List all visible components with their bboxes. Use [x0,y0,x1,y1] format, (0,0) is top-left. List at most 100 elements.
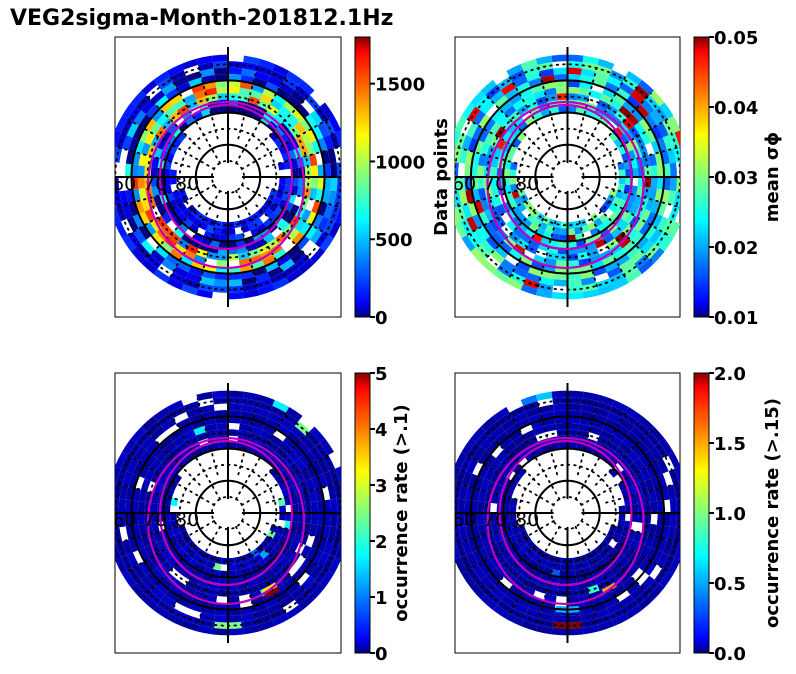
heatmap-bin [151,156,160,168]
heatmap-bin [464,499,472,513]
heatmap-bin [567,291,584,300]
heatmap-bin [188,77,203,88]
heatmap-bin [622,576,636,590]
heatmap-bin [311,461,324,477]
heatmap-bin [174,532,184,542]
heatmap-bin [241,68,257,78]
heatmap-bin [645,547,657,562]
heatmap-bin [519,591,533,603]
heatmap-bin [648,187,657,201]
heatmap-bin [483,558,496,572]
heatmap-bin [619,594,635,608]
heatmap-bin [213,67,228,75]
heatmap-bin [330,177,338,192]
heatmap-bin [180,569,193,580]
heatmap-bin [480,478,491,492]
heatmap-bin [150,177,158,188]
heatmap-bin [196,624,213,635]
heatmap-bin [267,530,276,539]
heatmap-bin [612,196,622,206]
heatmap-bin [455,543,461,560]
heatmap-bin [528,413,543,424]
heatmap-bin [656,164,665,177]
plot-area: 60 70 80 [115,383,341,643]
heatmap-bin [599,93,613,105]
heatmap-bin [455,451,468,469]
heatmap-bin [640,545,651,559]
heatmap-bin [161,258,177,272]
heatmap-bin [545,224,555,233]
heatmap-bin [508,144,518,155]
heatmap-bin [645,211,657,226]
heatmap-bin [228,73,242,82]
heatmap-bin [532,254,546,265]
heatmap-bin [279,505,286,513]
heatmap-bin [241,276,257,286]
heatmap-bin [490,90,505,105]
mlt-grid-ray [240,520,332,573]
heatmap-bin [638,415,655,432]
heatmap-bin [311,125,324,141]
heatmap-bin [520,620,538,632]
heatmap-bin [278,480,288,491]
heatmap-bin [651,461,663,477]
heatmap-bin [115,482,117,488]
heatmap-bin [597,620,615,632]
heatmap-bin [676,513,680,528]
heatmap-bin [611,613,629,627]
colorbar: 0 500 1000 1500 Data points [354,36,452,329]
heatmap-bin [193,254,207,265]
heatmap-bin [243,288,260,299]
heatmap-bin [127,442,142,459]
heatmap-bin [215,416,228,424]
heatmap-bin [141,415,158,432]
heatmap-bin [181,284,198,296]
heatmap-bin [173,266,189,279]
heatmap-bin [640,575,655,591]
heatmap-bin [525,99,538,111]
heatmap-bin [144,454,157,468]
heatmap-bin [512,602,529,615]
heatmap-bin [251,83,265,94]
heatmap-bin [228,240,238,248]
heatmap-bin [511,190,520,200]
heatmap-bin [252,111,264,122]
mlt-grid-ray [536,550,559,628]
heatmap-bin [252,568,264,579]
heatmap-bin [122,102,137,120]
mlt-grid-ray [464,520,555,573]
heatmap-bin [638,258,655,275]
mlt-grid-ray [576,550,599,628]
heatmap-bin [267,75,283,88]
heatmap-bin [508,248,523,261]
heatmap-bin [490,156,500,168]
heatmap-bin [619,258,635,272]
heatmap-bin [532,232,543,243]
latitude-label: 80 [515,509,539,531]
heatmap-bin [567,253,579,261]
heatmap-bin [512,434,526,447]
heatmap-bin [285,513,293,522]
heatmap-bin [228,397,244,405]
heatmap-bin [628,540,639,552]
heatmap-bin [255,574,267,585]
heatmap-bin [138,114,152,129]
heatmap-bin [264,417,280,430]
heatmap-bin [150,90,166,105]
heatmap-bin [317,500,325,513]
heatmap-bin [241,224,251,233]
heatmap-bin [639,222,652,236]
heatmap-bin [241,560,251,569]
heatmap-bin [299,558,312,572]
heatmap-bin [138,523,148,537]
heatmap-bin [115,221,128,239]
heatmap-bin [478,187,487,201]
heatmap-bin [503,441,517,454]
heatmap-bin [214,73,228,82]
heatmap-bin [553,67,568,75]
heatmap-bin [238,93,250,103]
colorbar-tick-label: 2.0 [714,364,746,385]
heatmap-bin [138,211,150,226]
heatmap-bin [458,177,466,192]
